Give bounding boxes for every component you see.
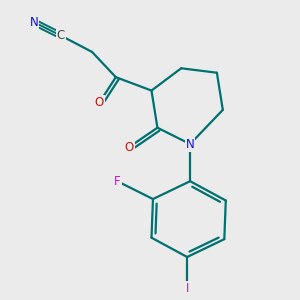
Text: N: N [30, 16, 38, 29]
Text: I: I [185, 282, 189, 295]
Text: C: C [57, 29, 65, 42]
Text: F: F [114, 175, 121, 188]
Text: O: O [95, 96, 104, 109]
Text: N: N [186, 138, 194, 151]
Text: O: O [124, 140, 134, 154]
